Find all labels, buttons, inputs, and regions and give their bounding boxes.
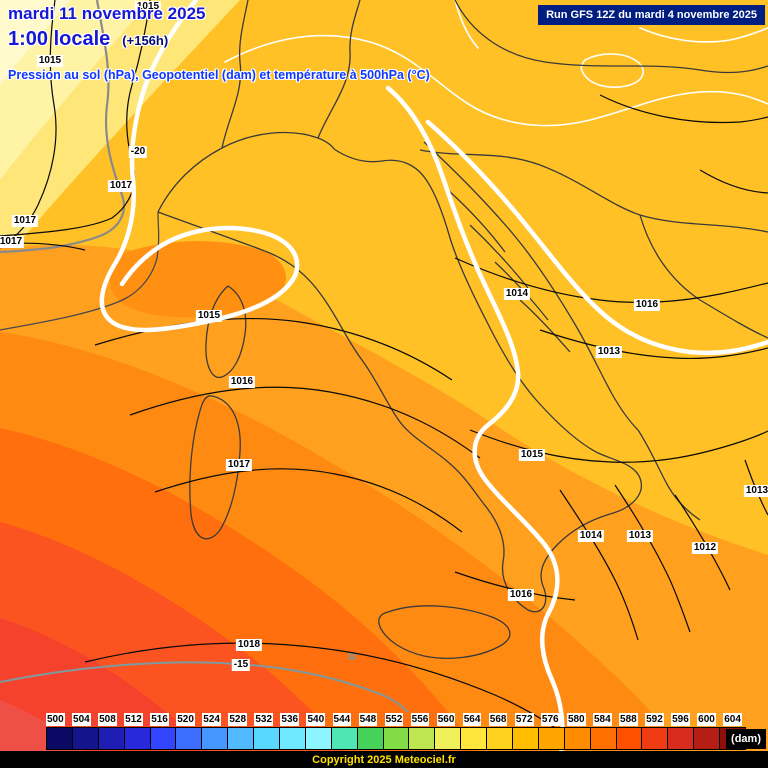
- legend-swatch: [564, 728, 590, 749]
- legend-tick: 560: [436, 713, 456, 726]
- isobar-label: 1013: [743, 485, 768, 497]
- legend-swatch: [487, 728, 513, 749]
- legend-swatch: [461, 728, 487, 749]
- isobar-label: 1017: [0, 236, 25, 248]
- isobar-label: 1014: [503, 288, 531, 300]
- isotherm-label: -15: [231, 659, 251, 671]
- legend-swatch: [694, 728, 720, 749]
- legend-tick: 536: [280, 713, 300, 726]
- legend-tick: 576: [540, 713, 560, 726]
- legend-swatch: [331, 728, 357, 749]
- grey-geography-lines: [0, 0, 126, 254]
- legend-tick: 528: [228, 713, 248, 726]
- legend-ticks: 500 504 508 512 516 520 524 528 532 536 540 544 548 5…: [46, 713, 742, 726]
- legend-tick: 548: [358, 713, 378, 726]
- legend-swatch: [513, 728, 538, 749]
- isotherm-label: -20: [128, 146, 148, 158]
- legend-tick: 580: [566, 713, 586, 726]
- date-title: mardi 11 novembre 2025: [8, 4, 206, 23]
- legend-tick: 556: [410, 713, 430, 726]
- thin-isotherm-lines: [224, 0, 768, 127]
- isobar-label: 1015: [518, 449, 546, 461]
- params-subtitle: Pression au sol (hPa), Geopotentiel (dam…: [8, 68, 430, 82]
- alpine-border: [157, 131, 335, 213]
- legend-unit-label: (dam): [726, 729, 766, 749]
- legend-swatch: [254, 728, 280, 749]
- bottom-bar: Copyright 2025 Meteociel.fr: [0, 751, 768, 768]
- isobar-label: 1013: [595, 346, 623, 358]
- isobar-label: 1013: [626, 530, 654, 542]
- legend-tick: 540: [306, 713, 326, 726]
- legend-tick: 500: [46, 713, 65, 726]
- legend-tick: 572: [514, 713, 534, 726]
- isobar-label: 1017: [107, 180, 135, 192]
- legend-swatch: [98, 728, 124, 749]
- isobar-label: 1017: [225, 459, 253, 471]
- legend-swatch: [357, 728, 383, 749]
- isobar-label: 1018: [235, 639, 263, 651]
- legend-tick: 544: [332, 713, 352, 726]
- isobar-label: 1016: [228, 376, 256, 388]
- legend-tick: 596: [671, 713, 690, 726]
- legend-tick: 516: [150, 713, 169, 726]
- legend-swatch: [538, 728, 564, 749]
- thick-isotherm-lines: [99, 0, 768, 768]
- legend-tick: 552: [384, 713, 404, 726]
- isobar-label: 1012: [691, 542, 719, 554]
- isobar-label: 1017: [11, 215, 39, 227]
- legend-colorbar: [46, 727, 746, 750]
- isobar-label: 1016: [633, 299, 661, 311]
- legend-swatch: [124, 728, 150, 749]
- legend-tick: 588: [619, 713, 638, 726]
- legend-swatch: [72, 728, 98, 749]
- legend-swatch: [590, 728, 616, 749]
- isobar-label: 1014: [577, 530, 605, 542]
- legend-swatch: [409, 728, 435, 749]
- legend-swatch: [176, 728, 202, 749]
- legend-tick: 512: [124, 713, 143, 726]
- legend-swatch: [305, 728, 331, 749]
- legend-swatch: [280, 728, 305, 749]
- legend-tick: 504: [72, 713, 91, 726]
- legend-tick: 600: [697, 713, 716, 726]
- coastlines-borders: [157, 0, 768, 659]
- time-title: 1:00 locale: [8, 28, 111, 50]
- time-row: 1:00 locale (+156h): [8, 28, 168, 51]
- legend-swatch: [668, 728, 694, 749]
- legend-tick: 508: [98, 713, 117, 726]
- isobar-label: 1015: [134, 1, 162, 13]
- sardinia-coastline: [189, 395, 241, 540]
- legend-swatch: [150, 728, 176, 749]
- legend-swatch: [47, 728, 72, 749]
- sicily-coastline: [378, 605, 511, 659]
- isobar-label: 1015: [36, 55, 64, 67]
- isobar-label: 1015: [195, 310, 223, 322]
- copyright-text: Copyright 2025 Meteociel.fr: [312, 753, 456, 766]
- legend-swatch: [616, 728, 642, 749]
- french-coastline: [0, 211, 160, 331]
- legend-tick: 568: [488, 713, 508, 726]
- legend-tick: 604: [723, 713, 742, 726]
- legend-swatch: [642, 728, 668, 749]
- legend-swatch: [202, 728, 228, 749]
- legend-tick: 564: [462, 713, 482, 726]
- legend-swatch: [383, 728, 409, 749]
- legend-tick: 524: [202, 713, 221, 726]
- legend-swatch: [228, 728, 254, 749]
- isobar-label: 1016: [507, 589, 535, 601]
- forecast-offset: (+156h): [122, 33, 169, 48]
- dalmatian-coastline: [423, 141, 639, 431]
- legend-tick: 532: [254, 713, 274, 726]
- legend-tick: 520: [176, 713, 195, 726]
- run-info-banner: Run GFS 12Z du mardi 4 novembre 2025: [538, 5, 765, 25]
- legend-swatch: [435, 728, 461, 749]
- legend-tick: 592: [645, 713, 664, 726]
- legend-tick: 584: [592, 713, 612, 726]
